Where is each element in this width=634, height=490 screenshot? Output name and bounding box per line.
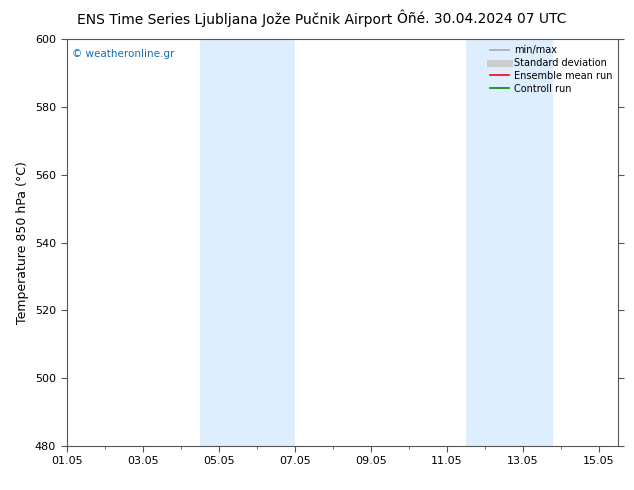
Text: Ôñé. 30.04.2024 07 UTC: Ôñé. 30.04.2024 07 UTC bbox=[397, 12, 567, 26]
Text: © weatheronline.gr: © weatheronline.gr bbox=[72, 49, 174, 59]
Legend: min/max, Standard deviation, Ensemble mean run, Controll run: min/max, Standard deviation, Ensemble me… bbox=[486, 41, 616, 98]
Bar bbox=[466, 39, 553, 446]
Bar bbox=[200, 39, 295, 446]
Text: ENS Time Series Ljubljana Jože Pučnik Airport: ENS Time Series Ljubljana Jože Pučnik Ai… bbox=[77, 12, 392, 27]
Y-axis label: Temperature 850 hPa (°C): Temperature 850 hPa (°C) bbox=[16, 161, 29, 324]
